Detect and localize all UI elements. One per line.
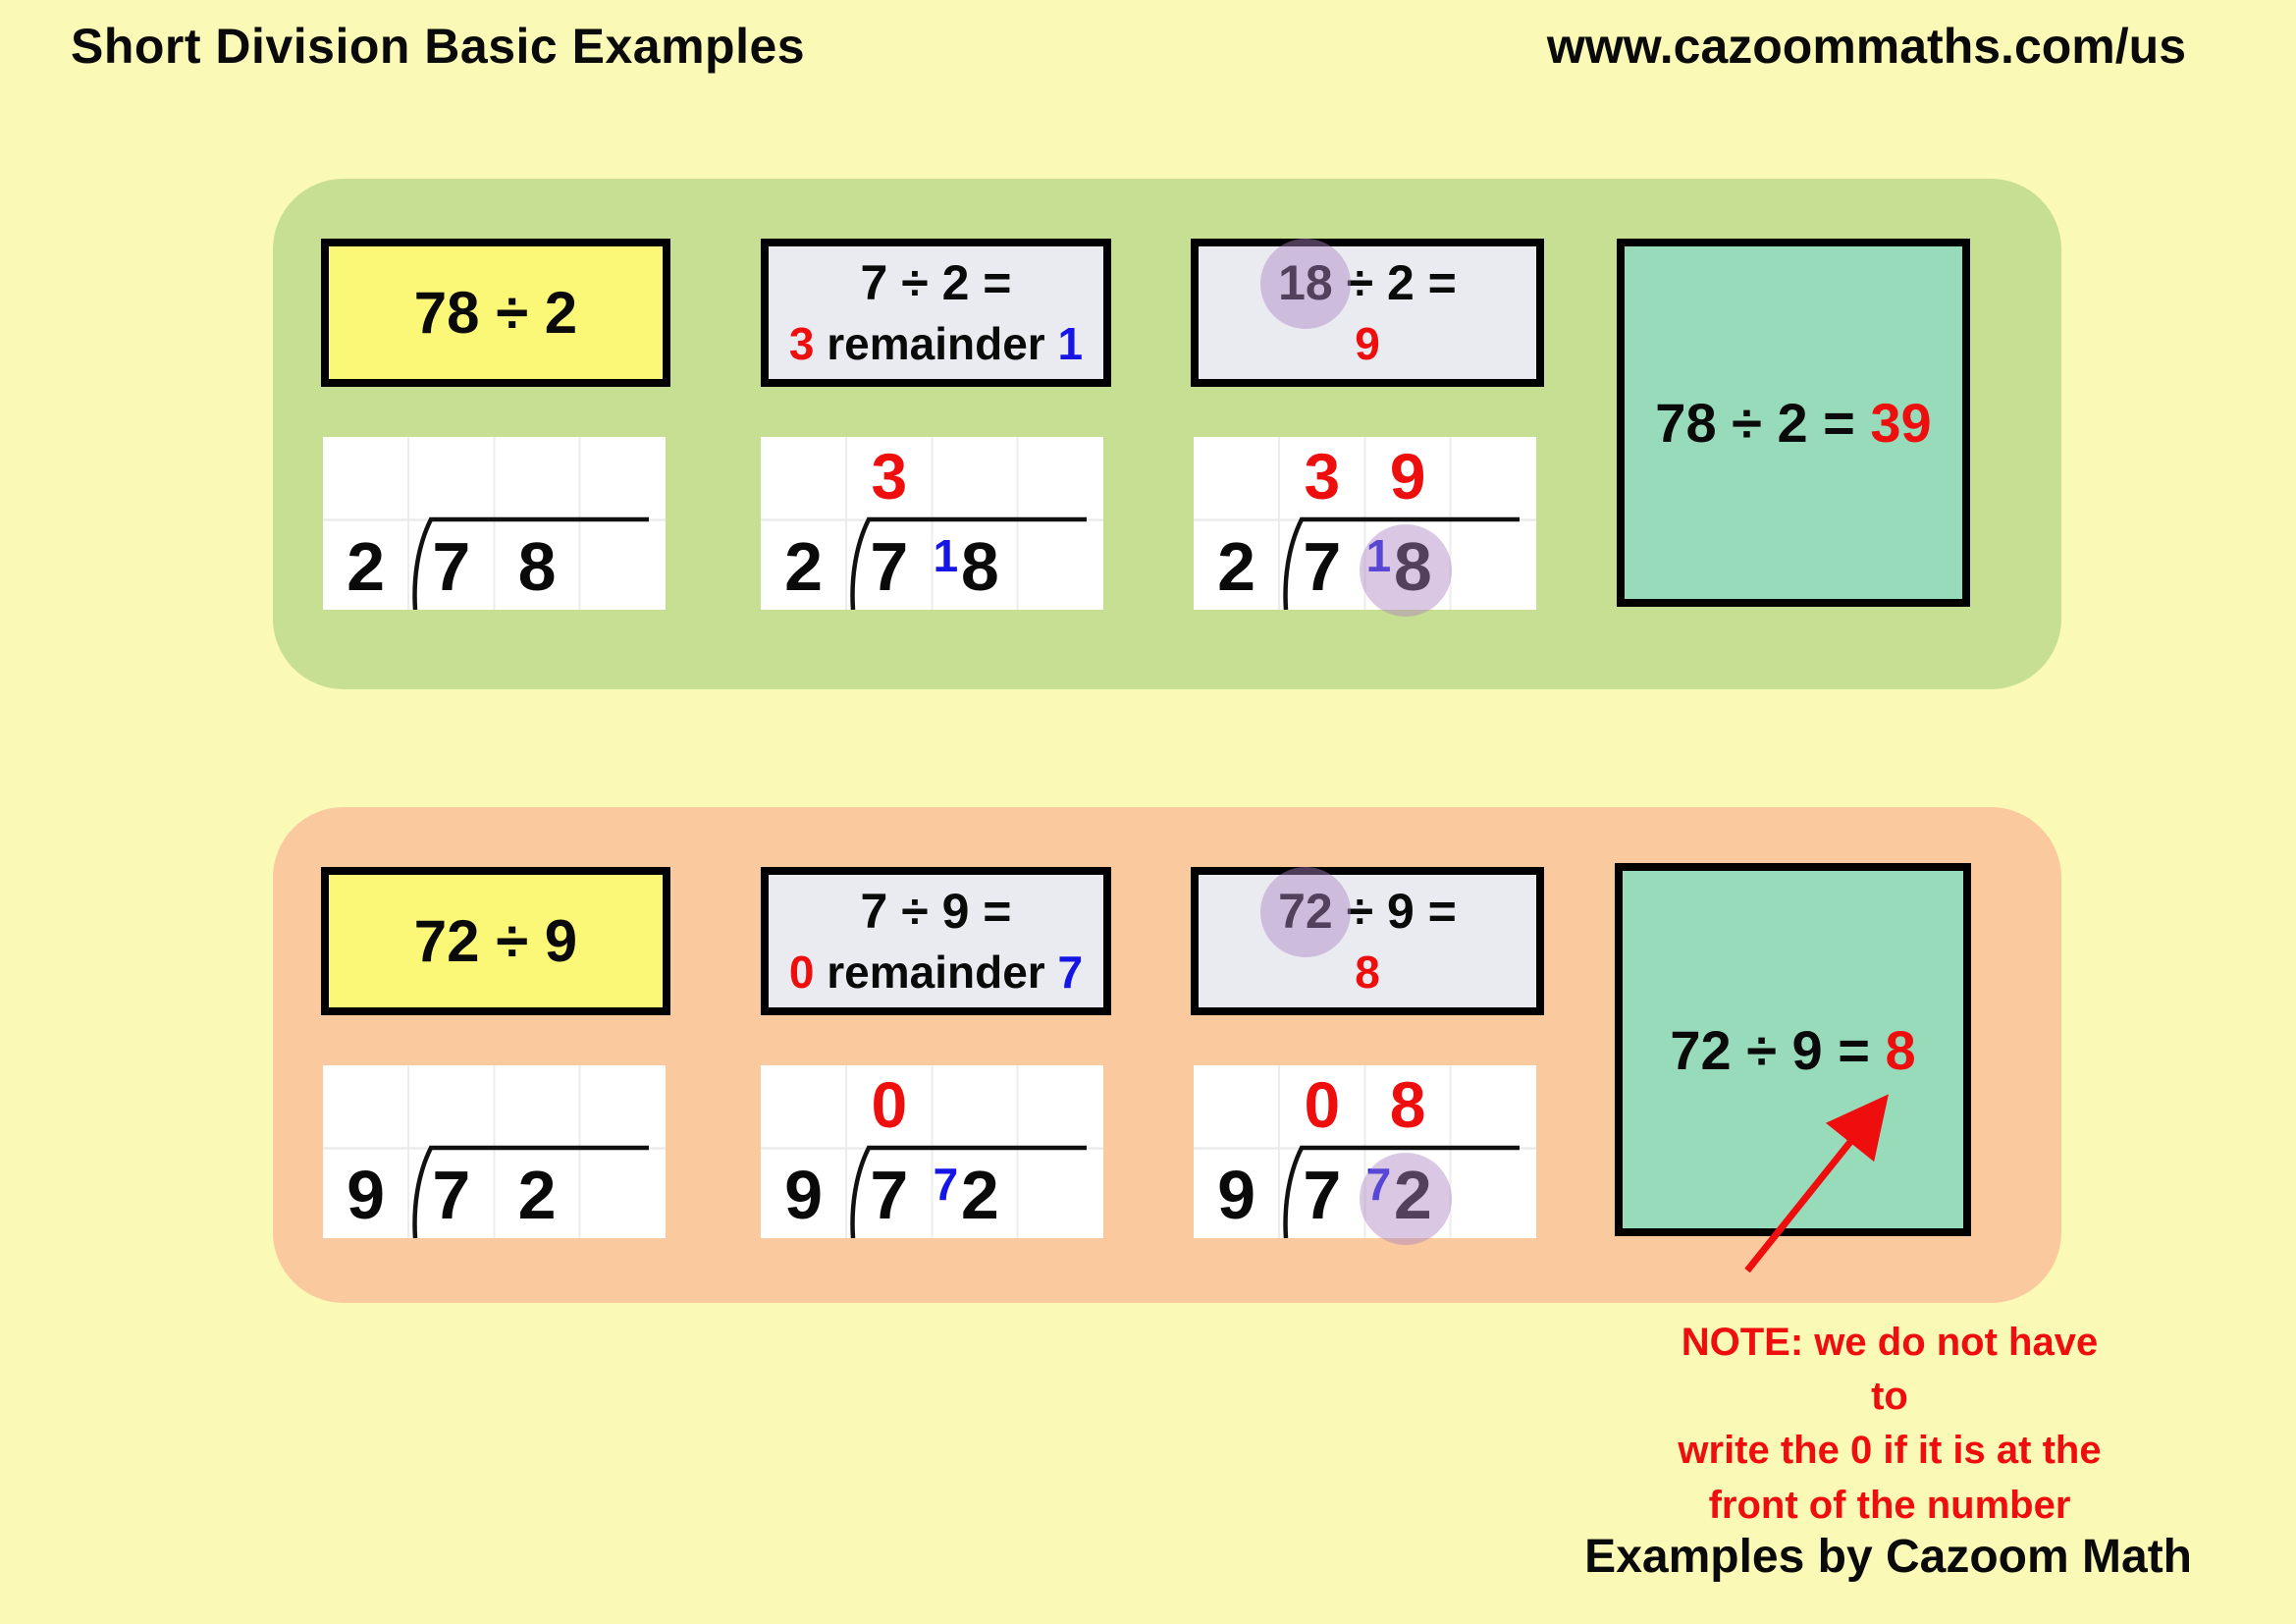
carry-digit: 7	[1365, 1159, 1392, 1211]
division-card-orange-3: 0 8 9 7 7 2	[1194, 1065, 1536, 1245]
dividend-digit-1: 7	[1303, 528, 1342, 605]
result-box-orange: 72 ÷ 9 = 8	[1615, 863, 1971, 1236]
problem-text: 78 ÷ 2	[413, 280, 578, 346]
carry-digit: 1	[933, 530, 959, 582]
carry-digit: 1	[1365, 530, 1392, 582]
highlighted-dividend: 72	[1278, 884, 1333, 940]
division-card-orange-2: 0 9 7 7 2	[761, 1065, 1103, 1238]
dividend-digit-2: 2	[517, 1157, 557, 1233]
division-bracket	[1283, 516, 1520, 610]
dividend-digit-2: 2	[960, 1157, 999, 1233]
note-line-2: write the 0 if it is at the	[1678, 1429, 2102, 1473]
note-line-1: NOTE: we do not have to	[1681, 1321, 2099, 1419]
quotient-digit-1: 0	[1304, 1068, 1341, 1142]
page-title: Short Division Basic Examples	[71, 19, 806, 74]
note-line-3: front of the number	[1708, 1483, 2071, 1527]
site-url: www.cazoommaths.com/us	[1546, 19, 2186, 74]
problem-text: 72 ÷ 9	[413, 908, 578, 974]
step3-box-green: 18 ÷ 2 = 9	[1191, 239, 1544, 387]
dividend-digit-1: 7	[870, 1157, 909, 1233]
division-bracket	[412, 1145, 649, 1238]
remainder-word: remainder	[827, 317, 1045, 369]
dividend-digit-1: 7	[870, 528, 909, 605]
division-card-green-1: 2 7 8	[323, 437, 666, 610]
result-box-green: 78 ÷ 2 = 39	[1617, 239, 1970, 607]
step2-answer-line: 3 remainder 1	[789, 318, 1083, 370]
quotient-digit-1: 0	[871, 1068, 908, 1142]
dividend-digit-1: 7	[432, 1157, 471, 1233]
step2-box-green: 7 ÷ 2 = 3 remainder 1	[761, 239, 1111, 387]
divisor-digit: 9	[784, 1157, 824, 1233]
divisor-digit: 2	[347, 528, 386, 605]
dividend-digit-2: 8	[517, 528, 557, 605]
step3-box-orange: 72 ÷ 9 = 8	[1191, 867, 1544, 1015]
step2-quotient: 3	[788, 317, 815, 369]
result-expression: 78 ÷ 2 =	[1655, 392, 1871, 454]
division-card-orange-1: 9 7 2	[323, 1065, 666, 1238]
problem-box-green: 78 ÷ 2	[321, 239, 670, 387]
carry-digit: 7	[933, 1159, 959, 1211]
step3-expression-rest: ÷ 2 =	[1332, 255, 1457, 311]
dividend-digit-2: 2	[1393, 1157, 1432, 1233]
divisor-digit: 2	[784, 528, 824, 605]
step3-expression: 18 ÷ 2 =	[1278, 255, 1457, 312]
dividend-digit-2: 8	[1393, 528, 1432, 605]
step2-remainder: 1	[1057, 317, 1084, 369]
step2-answer-line: 0 remainder 7	[789, 947, 1083, 999]
arrow-to-answer	[1744, 1094, 1889, 1273]
footer-credit: Examples by Cazoom Math	[1584, 1531, 2192, 1583]
dividend-digit-1: 7	[1303, 1157, 1342, 1233]
highlighted-dividend: 18	[1278, 255, 1333, 311]
problem-box-orange: 72 ÷ 9	[321, 867, 670, 1015]
division-card-green-3: 3 9 2 7 1 8	[1194, 437, 1536, 617]
step2-quotient: 0	[788, 946, 815, 998]
result-expression: 72 ÷ 9 =	[1670, 1018, 1886, 1081]
result-answer: 39	[1870, 392, 1932, 454]
remainder-word: remainder	[827, 946, 1045, 998]
division-bracket	[1283, 1145, 1520, 1238]
quotient-digit-2: 9	[1389, 440, 1426, 514]
step2-remainder: 7	[1057, 946, 1084, 998]
note-text: NOTE: we do not have to write the 0 if i…	[1659, 1316, 2120, 1533]
step3-expression-rest: ÷ 9 =	[1332, 884, 1457, 940]
division-bracket	[412, 516, 649, 610]
quotient-digit-1: 3	[871, 440, 908, 514]
divisor-digit: 9	[347, 1157, 386, 1233]
divisor-digit: 9	[1217, 1157, 1256, 1233]
divisor-digit: 2	[1217, 528, 1256, 605]
quotient-digit-1: 3	[1304, 440, 1341, 514]
dividend-digit-2: 8	[960, 528, 999, 605]
division-card-green-2: 3 2 7 1 8	[761, 437, 1103, 610]
step3-expression: 72 ÷ 9 =	[1278, 884, 1457, 941]
step2-box-orange: 7 ÷ 9 = 0 remainder 7	[761, 867, 1111, 1015]
result-answer: 8	[1885, 1018, 1916, 1081]
dividend-digit-1: 7	[432, 528, 471, 605]
step2-expression: 7 ÷ 2 =	[860, 255, 1012, 311]
division-bracket	[850, 516, 1087, 610]
step3-answer: 8	[1355, 946, 1380, 998]
step2-expression: 7 ÷ 9 =	[860, 884, 1012, 940]
quotient-digit-2: 8	[1389, 1068, 1426, 1142]
step3-answer: 9	[1355, 317, 1380, 369]
division-bracket	[850, 1145, 1087, 1238]
